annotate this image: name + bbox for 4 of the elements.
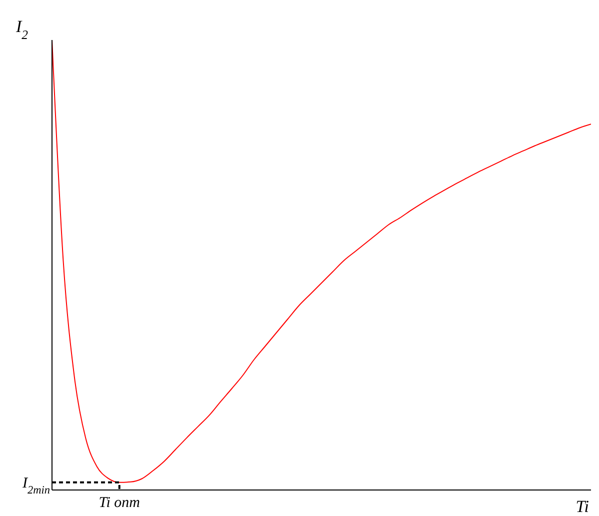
- text: Ti опт: [98, 495, 140, 511]
- text: I$_{2min}$: [22, 475, 50, 496]
- x-axis-title: Ti: [576, 497, 590, 516]
- y-axis-title: I$_{2}$: [15, 17, 29, 42]
